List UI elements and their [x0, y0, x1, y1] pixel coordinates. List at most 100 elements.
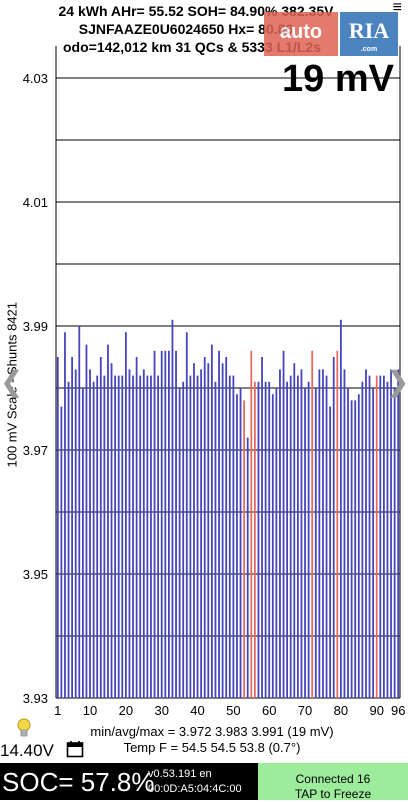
bar	[193, 363, 195, 698]
bar	[361, 381, 364, 698]
bar	[85, 344, 88, 698]
bar	[200, 369, 203, 698]
y-tick-label: 4.01	[23, 195, 48, 210]
bar	[107, 344, 109, 698]
bar	[78, 326, 81, 698]
cell-voltage-chart[interactable]: 3.93 3.95 3.97 3.99 4.01 4.03 1 10 20 30 40 50 60 70…	[0, 0, 408, 720]
bar-shunted	[375, 375, 378, 698]
x-tick-label: 70	[298, 703, 312, 718]
bar	[318, 369, 321, 698]
bar	[289, 375, 292, 698]
bar	[257, 381, 260, 698]
bar	[110, 363, 113, 698]
bar	[207, 363, 210, 698]
bar	[96, 375, 99, 698]
watermark-ria-text: RIA	[348, 18, 390, 43]
watermark-ria-sub: .com	[360, 46, 378, 53]
bar	[153, 350, 156, 698]
bar	[175, 350, 177, 698]
bar	[307, 381, 310, 698]
connection-status: Connected 16	[295, 772, 371, 786]
y-tick-label: 3.97	[23, 443, 48, 458]
bar	[329, 406, 332, 698]
bar	[390, 369, 392, 698]
vin-line: SJNFAAZE0U6024650 Hx= 80.86	[78, 21, 294, 37]
temperature-readout: Temp F = 54.5 54.5 53.8 (0.7°)	[123, 740, 301, 755]
y-tick-label: 3.93	[23, 691, 48, 706]
bar	[117, 375, 120, 698]
watermark-auto-logo: auto	[264, 12, 338, 56]
footer-bar	[0, 763, 258, 800]
x-tick-label: 80	[334, 703, 348, 718]
bar	[350, 400, 353, 698]
x-tick-label: 30	[154, 703, 168, 718]
bar	[225, 357, 228, 698]
lightbulb-icon[interactable]	[16, 718, 32, 740]
aux-battery-voltage: 14.40V	[0, 741, 54, 760]
bar	[218, 350, 220, 698]
bar-shunted	[253, 381, 256, 698]
bar	[67, 381, 70, 698]
grid-lines	[55, 46, 401, 699]
bar	[300, 369, 303, 698]
bar	[228, 375, 231, 698]
y-tick-label: 3.95	[23, 567, 48, 582]
bar	[114, 375, 117, 698]
bar	[71, 357, 74, 698]
bar	[296, 375, 299, 698]
x-tick-label: 1	[54, 703, 61, 718]
y-tick-label: 3.99	[23, 319, 48, 334]
bar	[368, 375, 371, 698]
chevron-right-icon[interactable]: ❯	[386, 366, 408, 397]
chevron-left-icon[interactable]: ❮	[0, 366, 24, 397]
bar	[103, 375, 106, 698]
bar	[128, 369, 131, 698]
bar	[261, 357, 263, 698]
bar	[293, 363, 296, 698]
x-tick-label: 96	[391, 703, 405, 718]
bar	[189, 375, 192, 698]
device-mac: 00:0D:A5:04:4C:00	[148, 783, 242, 795]
bar	[386, 381, 389, 698]
bar	[382, 375, 385, 698]
bar	[246, 437, 249, 698]
bar	[196, 375, 199, 698]
odometer-line: odo=142,012 km 31 QCs & 5333 L1/L2s	[63, 39, 321, 55]
bar	[150, 375, 152, 698]
bar	[89, 369, 91, 698]
bar	[210, 344, 213, 698]
bar	[322, 369, 324, 698]
bar	[157, 375, 160, 698]
min-avg-max-readout: min/avg/max = 3.972 3.983 3.991 (19 mV)	[90, 724, 334, 739]
bar	[264, 381, 267, 698]
bar	[236, 394, 238, 698]
bar	[314, 388, 317, 698]
bar	[178, 388, 181, 698]
bar	[304, 388, 306, 698]
bar	[203, 357, 206, 698]
bar-shunted	[250, 350, 253, 698]
bar	[268, 381, 271, 698]
x-tick-label: 90	[369, 703, 383, 718]
bar	[271, 394, 274, 698]
x-tick-labels: 1 10 20 30 40 50 60 70 80 90 96	[54, 703, 405, 718]
bar	[379, 375, 382, 698]
bar	[354, 400, 357, 698]
menu-icon[interactable]: ≡	[392, 0, 402, 16]
bar	[339, 319, 342, 698]
freeze-hint: TAP to Freeze	[294, 787, 372, 801]
calendar-icon[interactable]	[66, 740, 84, 758]
state-of-charge: SOC= 57.8%	[2, 767, 155, 797]
bars	[56, 319, 400, 698]
bar	[60, 406, 63, 698]
bar	[182, 381, 185, 698]
y-tick-label: 4.03	[23, 71, 48, 86]
bar	[81, 388, 84, 698]
bar	[146, 375, 149, 698]
bar-shunted	[336, 350, 339, 698]
bar	[64, 332, 66, 698]
bar-shunted	[311, 350, 314, 698]
app-version: v0.53.191 en	[148, 768, 212, 780]
bar	[132, 375, 134, 698]
connection-button[interactable]: Connected 16 TAP to Freeze	[258, 763, 408, 801]
